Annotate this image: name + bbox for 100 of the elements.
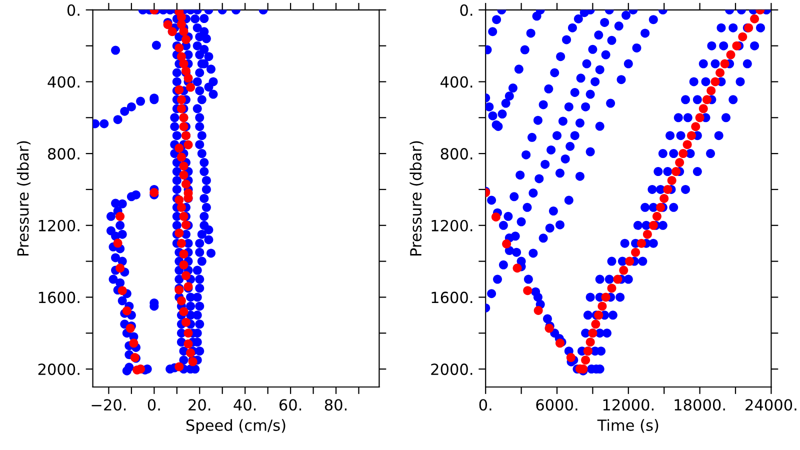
point	[176, 95, 186, 104]
point	[544, 324, 554, 333]
y-tick-label: 2000.	[38, 364, 80, 376]
point	[732, 41, 742, 50]
point	[184, 140, 193, 150]
point	[691, 122, 700, 132]
point	[667, 176, 676, 185]
point	[672, 167, 680, 176]
point	[176, 152, 186, 162]
y-axis-title: Pressure (dbar)	[410, 141, 424, 256]
x-tick-label: 20.	[188, 399, 210, 411]
y-tick-label: 400.	[440, 76, 472, 88]
point	[491, 212, 500, 222]
point	[176, 296, 186, 306]
y-tick-label: 0.	[460, 4, 472, 16]
y-tick-label: 0.	[67, 4, 80, 16]
point	[181, 271, 190, 280]
point	[163, 20, 172, 30]
point	[179, 170, 188, 180]
x-tick-label: 18000.	[674, 399, 725, 411]
point	[636, 238, 646, 248]
point	[631, 248, 640, 257]
point	[566, 353, 576, 362]
point	[181, 35, 190, 44]
y-tick-label: 1200.	[432, 220, 472, 232]
point	[174, 144, 184, 153]
point	[184, 339, 193, 348]
point	[652, 212, 662, 221]
point	[113, 238, 122, 248]
point	[607, 284, 616, 293]
point	[678, 149, 688, 158]
point	[116, 264, 125, 273]
point	[176, 238, 186, 248]
point	[738, 32, 748, 42]
point	[581, 356, 590, 365]
point	[179, 162, 188, 171]
point	[502, 239, 512, 248]
y-tick-label: 2000.	[431, 364, 472, 376]
point	[663, 184, 672, 194]
point	[706, 86, 716, 96]
point	[118, 286, 127, 296]
y-tick-label: 1600.	[38, 292, 80, 304]
point	[586, 338, 595, 347]
x-tick-label: 24000.	[746, 399, 796, 411]
x-axis-title: Speed (cm/s)	[186, 419, 286, 434]
point	[642, 230, 652, 239]
point	[660, 194, 669, 203]
point	[591, 320, 600, 329]
point	[176, 52, 186, 62]
point	[116, 212, 125, 221]
point	[181, 180, 190, 189]
point	[523, 286, 532, 296]
point	[594, 310, 604, 320]
point	[598, 302, 607, 311]
y-tick-label: 1600.	[432, 292, 472, 304]
point	[184, 328, 193, 338]
point	[702, 95, 712, 104]
point	[675, 158, 684, 168]
point	[176, 202, 186, 212]
point	[129, 338, 138, 348]
point	[174, 85, 184, 94]
point	[174, 228, 184, 238]
point	[686, 131, 696, 140]
point	[710, 77, 720, 86]
y-tick-label: 400.	[48, 76, 80, 88]
x-tick-label: 0.	[148, 399, 160, 411]
point	[716, 68, 725, 78]
x-tick-label: 0.	[479, 399, 492, 411]
point	[726, 50, 736, 60]
point	[750, 14, 760, 24]
point	[695, 113, 704, 122]
point	[179, 59, 188, 68]
point	[613, 274, 622, 284]
y-tick-label: 800.	[440, 148, 472, 160]
x-tick-label: 6000.	[536, 399, 578, 411]
point	[174, 195, 184, 204]
point	[174, 362, 184, 372]
x-tick-label: 80.	[324, 399, 347, 411]
point	[720, 59, 730, 68]
point	[122, 306, 132, 316]
point	[179, 260, 188, 270]
point	[682, 140, 692, 150]
x-axis-title: Time (s)	[597, 419, 658, 433]
y-tick-label: 800.	[48, 148, 80, 160]
point	[126, 324, 135, 333]
point	[184, 74, 193, 83]
point	[601, 292, 610, 302]
point	[181, 220, 190, 230]
point	[625, 256, 634, 266]
x-tick-label: 40.	[234, 399, 256, 411]
x-tick-label: 60.	[279, 399, 302, 411]
y-axis-title: Pressure (dbar)	[16, 141, 31, 256]
point	[619, 266, 628, 275]
point	[179, 250, 188, 259]
point	[181, 318, 190, 327]
point	[186, 82, 196, 92]
point	[534, 306, 543, 316]
point	[698, 104, 708, 114]
point	[179, 212, 188, 221]
point	[174, 43, 184, 52]
